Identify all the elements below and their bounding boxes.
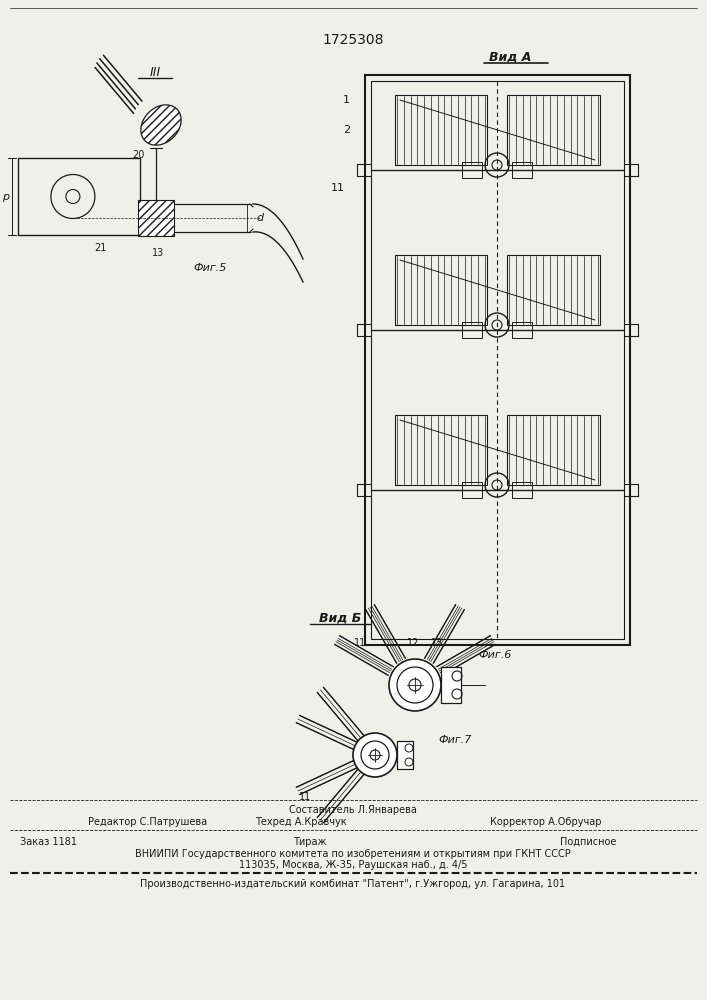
Text: 11: 11 bbox=[299, 792, 311, 802]
Text: p: p bbox=[2, 192, 10, 202]
Bar bbox=[512, 322, 532, 338]
Text: 113035, Москва, Ж-35, Раушская наб., д. 4/5: 113035, Москва, Ж-35, Раушская наб., д. … bbox=[239, 860, 467, 870]
Text: 12: 12 bbox=[407, 638, 419, 648]
Bar bbox=[397, 741, 413, 769]
Text: Заказ 1181: Заказ 1181 bbox=[20, 837, 77, 847]
Bar bbox=[507, 415, 600, 485]
Bar bbox=[462, 322, 482, 338]
Text: 21: 21 bbox=[94, 243, 106, 253]
Text: Фиг.5: Фиг.5 bbox=[193, 263, 227, 273]
Text: Фиг.7: Фиг.7 bbox=[438, 735, 472, 745]
Text: III: III bbox=[149, 66, 160, 79]
Text: Составитель Л.Январева: Составитель Л.Январева bbox=[289, 805, 417, 815]
Bar bbox=[395, 255, 487, 325]
Text: Корректор А.Обручар: Корректор А.Обручар bbox=[490, 817, 602, 827]
Text: Фиг.6: Фиг.6 bbox=[479, 650, 512, 660]
Bar bbox=[395, 415, 487, 485]
Text: 1725308: 1725308 bbox=[322, 33, 384, 47]
Text: Подписное: Подписное bbox=[560, 837, 617, 847]
Bar bbox=[507, 255, 600, 325]
Text: 13: 13 bbox=[431, 638, 443, 648]
Bar bbox=[512, 162, 532, 178]
Bar bbox=[462, 162, 482, 178]
Text: 13: 13 bbox=[152, 248, 164, 258]
Bar bbox=[512, 482, 532, 498]
Text: 1: 1 bbox=[343, 95, 350, 105]
Text: 20: 20 bbox=[133, 150, 145, 160]
Bar bbox=[462, 482, 482, 498]
Text: 2: 2 bbox=[343, 125, 350, 135]
Bar bbox=[18, 158, 140, 235]
Text: 11: 11 bbox=[331, 183, 345, 193]
Text: 11: 11 bbox=[354, 638, 366, 648]
Text: Техред А.Кравчук: Техред А.Кравчук bbox=[255, 817, 346, 827]
Text: ВНИИПИ Государственного комитета по изобретениям и открытиям при ГКНТ СССР: ВНИИПИ Государственного комитета по изоб… bbox=[135, 849, 571, 859]
Bar bbox=[371, 81, 624, 639]
Bar bbox=[365, 75, 630, 645]
Text: Тираж: Тираж bbox=[293, 837, 327, 847]
Text: Вид Б: Вид Б bbox=[319, 611, 361, 624]
Text: Редактор С.Патрушева: Редактор С.Патрушева bbox=[88, 817, 207, 827]
Bar bbox=[138, 200, 174, 236]
Bar bbox=[395, 95, 487, 165]
Ellipse shape bbox=[141, 105, 181, 145]
Text: Производственно-издательский комбинат "Патент", г.Ужгород, ул. Гагарина, 101: Производственно-издательский комбинат "П… bbox=[141, 879, 566, 889]
Circle shape bbox=[389, 659, 441, 711]
Text: d: d bbox=[256, 213, 263, 223]
Text: Вид А: Вид А bbox=[489, 50, 531, 64]
Bar bbox=[441, 667, 461, 703]
Bar bbox=[507, 95, 600, 165]
Circle shape bbox=[353, 733, 397, 777]
